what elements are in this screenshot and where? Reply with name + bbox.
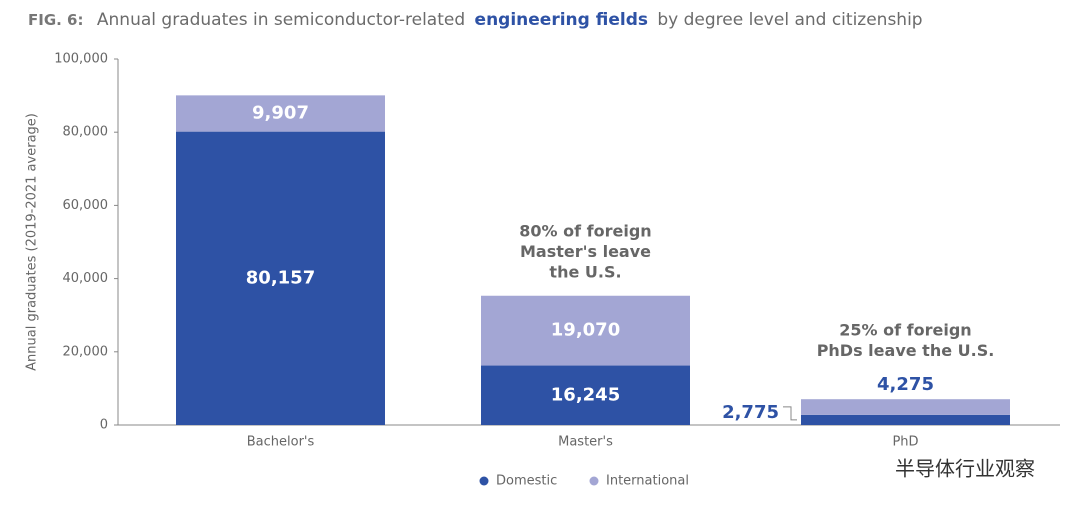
- annotation: 80% of foreign: [519, 222, 651, 241]
- x-tick-label: Bachelor's: [247, 435, 315, 450]
- leader-line: [783, 406, 797, 421]
- title-emphasis: engineering fields: [475, 10, 648, 30]
- legend-label: International: [606, 474, 689, 489]
- data-label: 19,070: [551, 320, 620, 341]
- annotation: 25% of foreign: [839, 321, 971, 340]
- legend-label: Domestic: [496, 474, 557, 489]
- y-tick-label: 40,000: [63, 271, 109, 286]
- y-tick-label: 100,000: [54, 52, 108, 67]
- legend-marker: [589, 476, 599, 486]
- y-tick-label: 80,000: [63, 125, 109, 140]
- title-text: Annual graduates in semiconductor-relate…: [97, 10, 465, 30]
- data-label: 80,157: [246, 267, 315, 288]
- legend-marker: [479, 476, 489, 486]
- bar-segment: [481, 295, 690, 366]
- watermark: 半导体行业观察: [895, 457, 1035, 481]
- data-label: 2,775: [722, 402, 779, 423]
- bar-segment: [481, 365, 690, 425]
- annotation: the U.S.: [549, 263, 621, 282]
- bar-segment: [176, 95, 385, 132]
- data-label: 9,907: [252, 102, 309, 123]
- y-tick-label: 0: [100, 418, 108, 433]
- data-label: 4,275: [877, 374, 934, 395]
- figure-label: FIG. 6:: [28, 11, 84, 29]
- y-tick-label: 60,000: [63, 198, 109, 213]
- title-text: by degree level and citizenship: [657, 10, 922, 30]
- x-tick-label: PhD: [892, 435, 918, 450]
- annotation: PhDs leave the U.S.: [817, 341, 995, 360]
- annotation: Master's leave: [520, 242, 651, 261]
- y-axis-label: Annual graduates (2019-2021 average): [25, 113, 40, 371]
- y-tick-label: 20,000: [63, 344, 109, 359]
- bar-segment: [801, 414, 1010, 425]
- x-tick-label: Master's: [558, 435, 613, 450]
- bar-segment: [176, 131, 385, 426]
- chart-title: FIG. 6: Annual graduates in semiconducto…: [28, 10, 923, 30]
- data-label: 16,245: [551, 384, 620, 405]
- bar-segment: [801, 399, 1010, 415]
